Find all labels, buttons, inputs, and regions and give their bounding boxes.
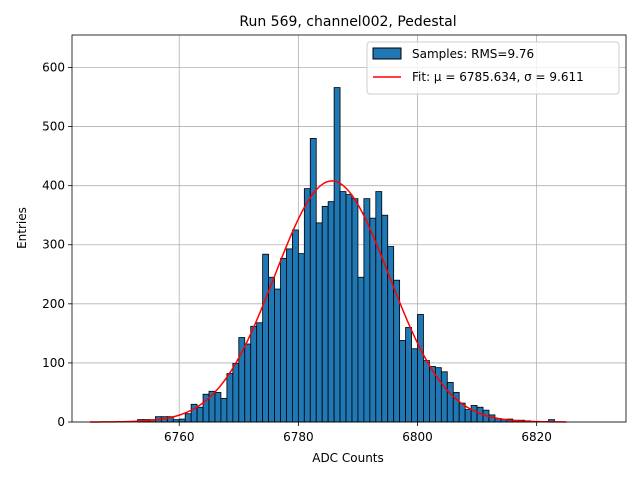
histogram-bar — [232, 363, 240, 423]
y-tick-label: 200 — [42, 297, 65, 311]
chart-title: Run 569, channel002, Pedestal — [239, 14, 456, 30]
histogram-bar — [345, 194, 353, 423]
histogram-bar — [351, 198, 359, 423]
histogram-bar — [363, 198, 371, 423]
histogram-bar — [238, 337, 246, 423]
histogram-bar — [286, 248, 293, 423]
y-axis-ticks: 0 100 200 300 400 500 600 — [42, 60, 72, 429]
legend-box — [366, 41, 620, 95]
legend-label-fit: Fit: μ = 6785.634, σ = 9.611 — [412, 70, 584, 84]
histogram-bar — [256, 322, 264, 423]
histogram-bar — [470, 405, 478, 423]
y-tick-label: 0 — [57, 415, 65, 429]
histogram-bar — [399, 340, 406, 423]
x-tick-label: 6820 — [521, 430, 552, 444]
histogram-bar — [196, 406, 204, 423]
histogram-bar — [214, 392, 222, 423]
x-axis-ticks: 6760 6780 6800 6820 — [164, 422, 552, 444]
histogram-bar — [446, 382, 454, 423]
histogram-bar — [375, 191, 383, 423]
x-tick-label: 6800 — [402, 430, 433, 444]
y-tick-label: 100 — [42, 356, 65, 370]
y-axis-label: Entries — [15, 207, 29, 249]
histogram-bar — [357, 276, 365, 423]
histogram-bar — [405, 327, 412, 423]
histogram-bar — [274, 288, 281, 423]
histogram-bar — [423, 360, 430, 423]
histogram-bar — [417, 314, 424, 423]
x-axis-label: ADC Counts — [312, 451, 384, 465]
legend: Samples: RMS=9.76 Fit: μ = 6785.634, σ =… — [366, 41, 620, 95]
plot-frame — [71, 34, 627, 423]
histogram-bar — [381, 214, 389, 423]
histogram-bar — [315, 222, 323, 423]
histogram-bar — [262, 253, 269, 423]
histogram-bar — [297, 253, 305, 423]
histogram-bar — [309, 137, 317, 423]
histogram-bar — [440, 371, 448, 423]
x-tick-label: 6780 — [283, 430, 314, 444]
histogram-bar — [369, 217, 377, 423]
histogram-bar — [268, 276, 275, 423]
histogram-bar — [244, 343, 252, 423]
y-tick-label: 500 — [42, 120, 65, 134]
histogram-bar — [220, 397, 228, 423]
histogram-bar — [280, 257, 287, 423]
legend-swatch-samples — [372, 47, 402, 60]
y-tick-label: 300 — [42, 238, 65, 252]
legend-label-samples: Samples: RMS=9.76 — [412, 47, 534, 61]
histogram-bar — [464, 409, 472, 423]
histogram-bar — [411, 348, 418, 423]
histogram-bar — [321, 205, 329, 423]
histogram-bar — [327, 201, 335, 423]
histogram-bar — [303, 188, 311, 423]
x-tick-label: 6760 — [164, 430, 195, 444]
y-tick-label: 400 — [42, 179, 65, 193]
histogram-bar — [333, 87, 341, 423]
fit-curve — [89, 180, 567, 423]
histogram-bar — [339, 191, 347, 423]
histogram-bar — [292, 229, 299, 423]
histogram-bar — [226, 373, 234, 423]
histogram-bar — [178, 418, 186, 423]
histogram-bar — [184, 413, 192, 423]
y-tick-label: 600 — [42, 60, 65, 74]
histogram-bar — [250, 325, 258, 423]
